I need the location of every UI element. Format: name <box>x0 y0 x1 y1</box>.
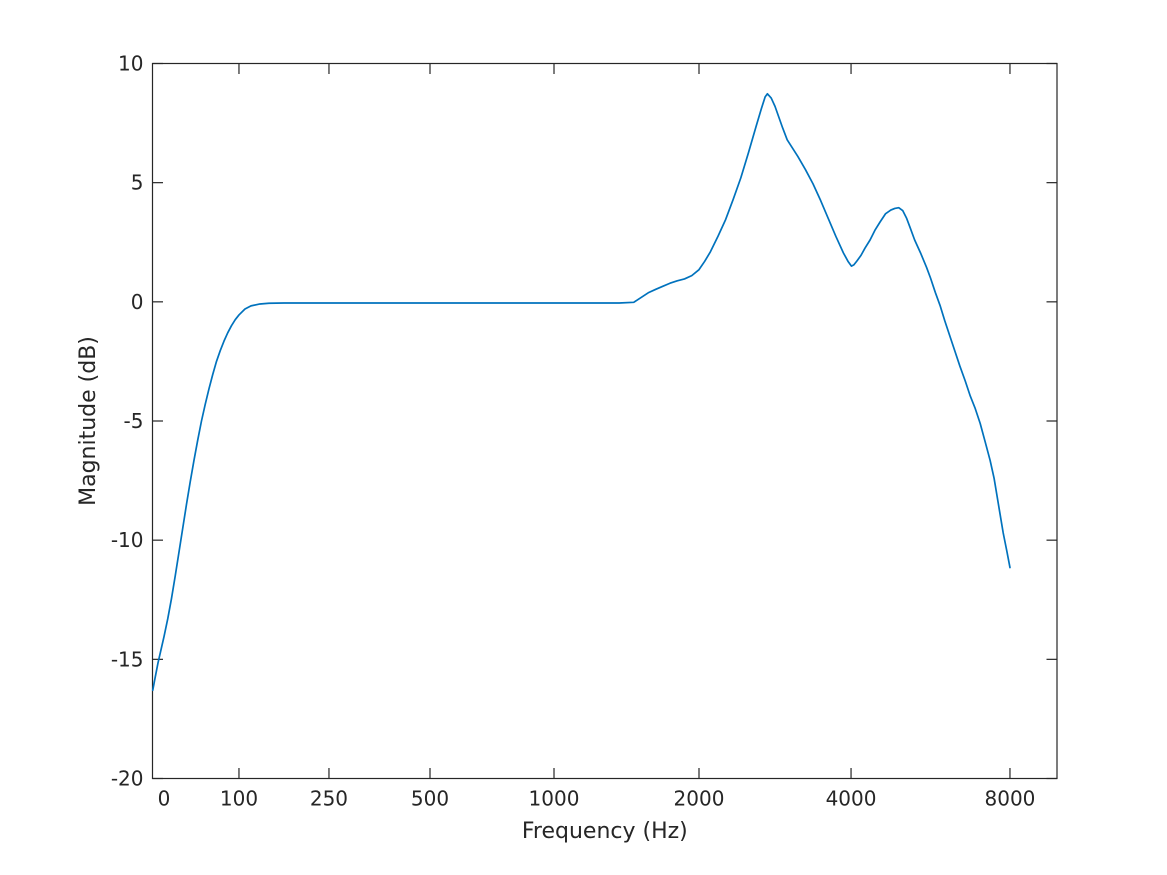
x-tick-label: 250 <box>310 787 348 811</box>
y-tick-label: -15 <box>111 647 144 671</box>
x-tick-label: 100 <box>220 787 258 811</box>
y-tick-label: -5 <box>124 409 144 433</box>
x-tick-label: 4000 <box>826 787 877 811</box>
y-tick-label: 10 <box>118 52 143 76</box>
x-tick-label: 500 <box>411 787 449 811</box>
y-tick-label: 5 <box>131 171 144 195</box>
x-tick-label: 2000 <box>674 787 725 811</box>
y-tick-label: -20 <box>111 767 144 791</box>
y-axis-label: Magnitude (dB) <box>76 336 101 506</box>
y-tick-label: -10 <box>111 528 144 552</box>
plot-box <box>151 62 1058 780</box>
response-curve <box>151 92 1011 692</box>
x-tick-label: 1000 <box>529 787 580 811</box>
y-tick-label: 0 <box>131 290 144 314</box>
x-tick-label: 8000 <box>985 787 1036 811</box>
x-axis-label: Frequency (Hz) <box>522 819 688 844</box>
x-tick-label: 0 <box>158 787 171 811</box>
